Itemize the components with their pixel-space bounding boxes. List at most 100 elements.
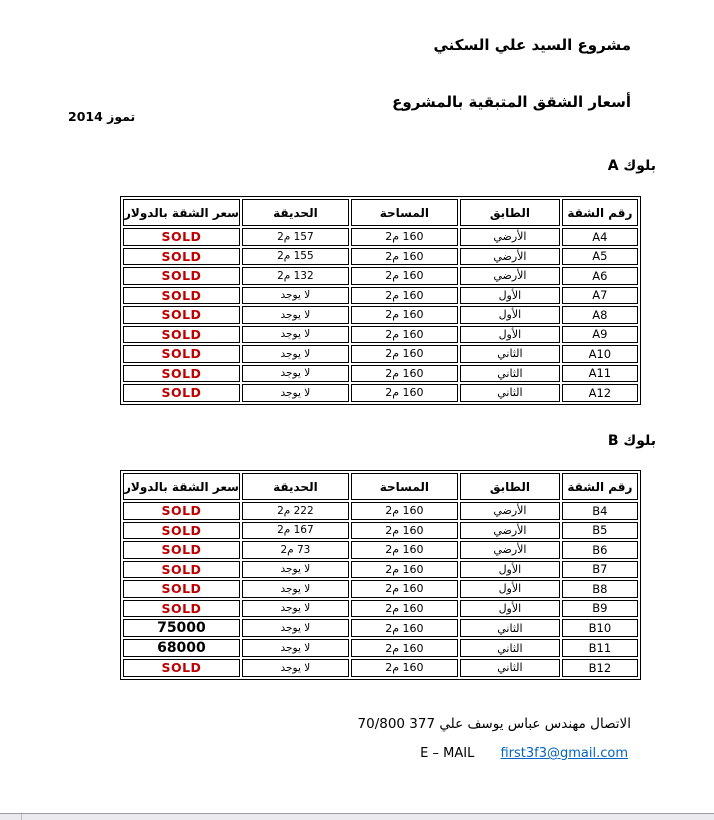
apt-cell: A10 — [561, 345, 638, 363]
garden-cell: 167 م2 — [241, 521, 349, 539]
table-row: B5 الأرضي 160 م2 167 م2 SOLD — [123, 521, 638, 539]
apt-cell: B9 — [561, 599, 638, 617]
table-header-row: رقم الشقة الطابق المساحة الحديقة سعر الش… — [123, 473, 638, 500]
price-cell-sold: SOLD — [123, 306, 240, 324]
area-cell: 160 م2 — [350, 286, 458, 304]
block-b-table: رقم الشقة الطابق المساحة الحديقة سعر الش… — [120, 470, 641, 680]
block-a-table-body: A4 الأرضي 160 م2 157 م2 SOLD A5 الأرضي 160 م2 15… — [123, 228, 638, 402]
table-row: B6 الأرضي 160 م2 73 م2 SOLD — [123, 541, 638, 559]
floor-cell: الأرضي — [459, 502, 560, 520]
apt-cell: B7 — [561, 560, 638, 578]
price-cell-sold: SOLD — [123, 560, 240, 578]
table-row: B10 الثاني 160 م2 لا يوجد 75000 — [123, 619, 638, 637]
area-cell: 160 م2 — [350, 521, 458, 539]
area-cell: 160 م2 — [350, 325, 458, 343]
document-date: تموز 2014 — [68, 109, 136, 124]
apt-cell: B11 — [561, 639, 638, 657]
table-row: A9 الأول 160 م2 لا يوجد SOLD — [123, 325, 638, 343]
price-cell-sold: SOLD — [123, 599, 240, 617]
price-cell-sold: SOLD — [123, 247, 240, 265]
area-cell: 160 م2 — [350, 502, 458, 520]
header-area: المساحة — [350, 199, 458, 226]
price-cell-sold: SOLD — [123, 541, 240, 559]
garden-cell: لا يوجد — [241, 599, 349, 617]
area-cell: 160 م2 — [350, 267, 458, 285]
garden-cell: لا يوجد — [241, 306, 349, 324]
status-bar-divider — [21, 814, 22, 820]
floor-cell: الأرضي — [459, 247, 560, 265]
table-row: B7 الأول 160 م2 لا يوجد SOLD — [123, 560, 638, 578]
floor-cell: الأول — [459, 599, 560, 617]
area-cell: 160 م2 — [350, 364, 458, 382]
page-title: مشروع السيد علي السكني — [433, 36, 631, 54]
email-label: E – MAIL — [420, 746, 475, 761]
header-floor: الطابق — [459, 473, 560, 500]
block-a-table: رقم الشقة الطابق المساحة الحديقة سعر الش… — [120, 196, 641, 405]
price-cell-amount: 68000 — [123, 639, 240, 657]
block-a-heading: بلوك A — [607, 158, 656, 174]
area-cell: 160 م2 — [350, 345, 458, 363]
area-cell: 160 م2 — [350, 580, 458, 598]
apt-cell: B4 — [561, 502, 638, 520]
floor-cell: الثاني — [459, 364, 560, 382]
floor-cell: الأول — [459, 580, 560, 598]
garden-cell: لا يوجد — [241, 639, 349, 657]
apt-cell: B12 — [561, 659, 638, 677]
header-price-usd: سعر الشقة بالدولار — [123, 473, 240, 500]
apt-cell: B10 — [561, 619, 638, 637]
table-row: A12 الثاني 160 م2 لا يوجد SOLD — [123, 384, 638, 402]
garden-cell: لا يوجد — [241, 286, 349, 304]
garden-cell: لا يوجد — [241, 580, 349, 598]
area-cell: 160 م2 — [350, 599, 458, 617]
bottom-status-bar-edge — [0, 813, 714, 820]
floor-cell: الأرضي — [459, 228, 560, 246]
price-cell-sold: SOLD — [123, 267, 240, 285]
price-cell-sold: SOLD — [123, 384, 240, 402]
price-cell-sold: SOLD — [123, 659, 240, 677]
apt-cell: A11 — [561, 364, 638, 382]
table-row: B11 الثاني 160 م2 لا يوجد 68000 — [123, 639, 638, 657]
garden-cell: 222 م2 — [241, 502, 349, 520]
price-cell-sold: SOLD — [123, 580, 240, 598]
price-cell-sold: SOLD — [123, 325, 240, 343]
apt-cell: A6 — [561, 267, 638, 285]
price-cell-sold: SOLD — [123, 521, 240, 539]
garden-cell: 132 م2 — [241, 267, 349, 285]
block-b-table-body: B4 الأرضي 160 م2 222 م2 SOLD B5 الأرضي 160 م2 16… — [123, 502, 638, 677]
page-subtitle: أسعار الشقق المتبقية بالمشروع — [392, 93, 631, 111]
garden-cell: لا يوجد — [241, 364, 349, 382]
garden-cell: لا يوجد — [241, 325, 349, 343]
header-floor: الطابق — [459, 199, 560, 226]
email-link[interactable]: first3f3@gmail.com — [500, 746, 628, 761]
garden-cell: 157 م2 — [241, 228, 349, 246]
price-cell-amount: 75000 — [123, 619, 240, 637]
apt-cell: A7 — [561, 286, 638, 304]
header-garden: الحديقة — [241, 473, 349, 500]
price-cell-sold: SOLD — [123, 502, 240, 520]
garden-cell: لا يوجد — [241, 659, 349, 677]
floor-cell: الأرضي — [459, 267, 560, 285]
area-cell: 160 م2 — [350, 384, 458, 402]
garden-cell: لا يوجد — [241, 619, 349, 637]
apt-cell: A5 — [561, 247, 638, 265]
area-cell: 160 م2 — [350, 639, 458, 657]
floor-cell: الثاني — [459, 659, 560, 677]
contact-line: الاتصال مهندس عباس يوسف علي 70/800 377 — [358, 716, 631, 732]
block-b-heading: بلوك B — [607, 433, 656, 449]
area-cell: 160 م2 — [350, 560, 458, 578]
table-row: A7 الأول 160 م2 لا يوجد SOLD — [123, 286, 638, 304]
floor-cell: الأرضي — [459, 541, 560, 559]
garden-cell: لا يوجد — [241, 345, 349, 363]
header-garden: الحديقة — [241, 199, 349, 226]
area-cell: 160 م2 — [350, 541, 458, 559]
email-line: E – MAIL first3f3@gmail.com — [420, 746, 628, 761]
price-cell-sold: SOLD — [123, 286, 240, 304]
table-header-row: رقم الشقة الطابق المساحة الحديقة سعر الش… — [123, 199, 638, 226]
floor-cell: الأول — [459, 306, 560, 324]
table-row: B8 الأول 160 م2 لا يوجد SOLD — [123, 580, 638, 598]
table-row: A8 الأول 160 م2 لا يوجد SOLD — [123, 306, 638, 324]
apt-cell: A9 — [561, 325, 638, 343]
table-row: A4 الأرضي 160 م2 157 م2 SOLD — [123, 228, 638, 246]
contact-phone: 70/800 377 — [357, 716, 436, 732]
floor-cell: الأول — [459, 325, 560, 343]
